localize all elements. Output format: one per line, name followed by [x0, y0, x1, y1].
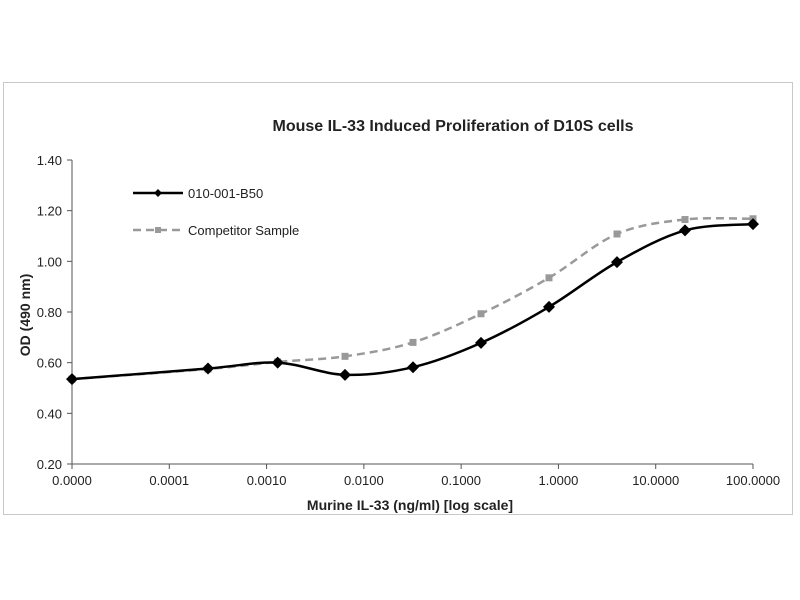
legend: 010-001-B50 Competitor Sample — [133, 186, 299, 238]
legend-label: 010-001-B50 — [188, 186, 263, 201]
y-tick-label: 1.40 — [37, 153, 62, 168]
data-point — [201, 362, 214, 375]
legend-marker — [155, 227, 161, 233]
data-point — [545, 274, 553, 282]
x-tick-label: 10.0000 — [632, 473, 679, 488]
legend-marker — [154, 189, 162, 197]
data-point — [477, 310, 485, 318]
x-tick-label: 100.0000 — [726, 473, 780, 488]
data-point — [66, 373, 78, 386]
series-line — [71, 222, 754, 381]
axes: 0.20 0.40 0.60 0.80 1.00 1.20 1.40 0.0000 0.0001… — [37, 153, 780, 488]
legend-label: Competitor Sample — [188, 223, 299, 238]
data-point — [339, 368, 352, 381]
chart-title: Mouse IL-33 Induced Proliferation of D10… — [273, 118, 634, 135]
data-point — [543, 300, 556, 313]
y-tick-label: 0.40 — [37, 406, 62, 421]
data-point — [747, 218, 759, 231]
legend-item-1: 010-001-B50 — [133, 186, 263, 201]
y-tick-label: 0.60 — [37, 356, 62, 371]
x-tick-label: 0.1000 — [441, 473, 481, 488]
x-tick-label: 0.0100 — [344, 473, 384, 488]
y-axis-label: OD (490 nm) — [17, 274, 33, 356]
y-tick-label: 1.20 — [37, 204, 62, 219]
x-axis-label: Murine IL-33 (ng/ml) [log scale] — [307, 497, 513, 513]
series-line — [71, 216, 754, 381]
data-point — [409, 338, 417, 346]
y-tick-label: 0.20 — [37, 457, 62, 472]
data-point — [613, 230, 621, 238]
data-point — [341, 352, 349, 360]
series-2 — [68, 215, 757, 383]
series-layer — [66, 215, 759, 386]
legend-item-2: Competitor Sample — [133, 223, 299, 238]
x-tick-label: 0.0000 — [52, 473, 92, 488]
data-point — [681, 216, 689, 224]
data-point — [475, 336, 488, 349]
data-point — [271, 356, 284, 369]
data-point — [611, 256, 624, 269]
x-tick-label: 0.0010 — [247, 473, 287, 488]
x-tick-label: 0.0001 — [149, 473, 189, 488]
series-1 — [66, 218, 759, 386]
chart-frame — [3, 82, 793, 515]
data-point — [407, 361, 420, 374]
data-point — [679, 224, 692, 237]
y-tick-label: 1.00 — [37, 254, 62, 269]
x-tick-label: 1.0000 — [539, 473, 579, 488]
y-tick-label: 0.80 — [37, 305, 62, 320]
